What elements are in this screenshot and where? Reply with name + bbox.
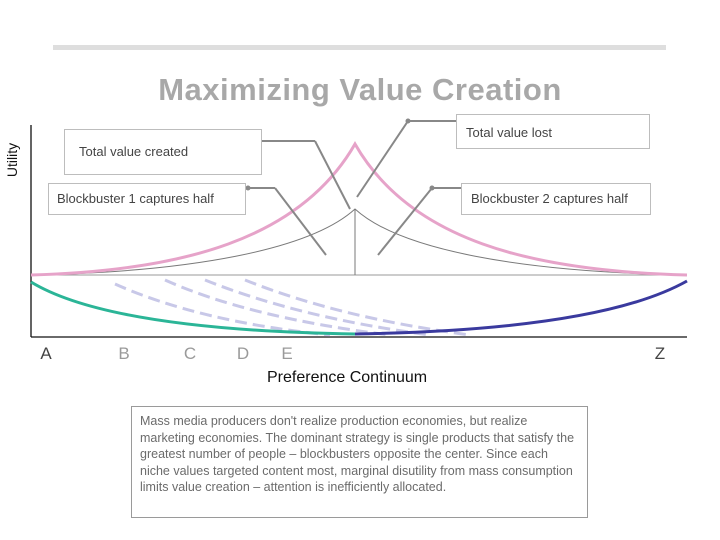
callout-blockbuster-1: Blockbuster 1 captures half — [48, 183, 246, 215]
niche-utility-curve-c — [164, 278, 391, 337]
blockbuster-2-utility-curve — [354, 279, 688, 336]
top-divider-bar — [53, 45, 666, 50]
callout-total-value-created: Total value created — [64, 129, 262, 175]
leader-line-bb2-diag — [377, 187, 433, 256]
leader-dot-bb1 — [245, 185, 251, 191]
leader-line-total-created-diag — [314, 140, 351, 210]
x-tick-e: E — [281, 344, 293, 363]
x-tick-c: C — [183, 344, 197, 363]
x-tick-d: D — [236, 344, 250, 363]
leader-dot-bb2 — [429, 185, 435, 191]
callout-blockbuster-2: Blockbuster 2 captures half — [461, 183, 651, 215]
description-textbox: Mass media producers don't realize produ… — [131, 406, 588, 518]
niche-utility-curve-d — [204, 278, 431, 337]
x-tick-a: A — [40, 344, 52, 363]
callout-total-value-lost: Total value lost — [456, 114, 650, 149]
blockbuster-1-utility-curve — [30, 280, 356, 336]
niche-utility-curve-e — [244, 278, 471, 337]
x-tick-b: B — [118, 344, 130, 363]
leader-dot-total-lost — [405, 118, 411, 124]
x-tick-z: Z — [654, 344, 666, 363]
slide-title: Maximizing Value Creation — [158, 72, 562, 107]
captured-value-curve — [30, 208, 688, 276]
total-value-curve — [30, 140, 688, 277]
leader-line-bb1-diag — [274, 187, 327, 256]
x-axis-label: Preference Continuum — [267, 369, 428, 386]
leader-line-total-lost-diag — [356, 120, 409, 198]
y-axis-label: Utility — [4, 142, 20, 178]
